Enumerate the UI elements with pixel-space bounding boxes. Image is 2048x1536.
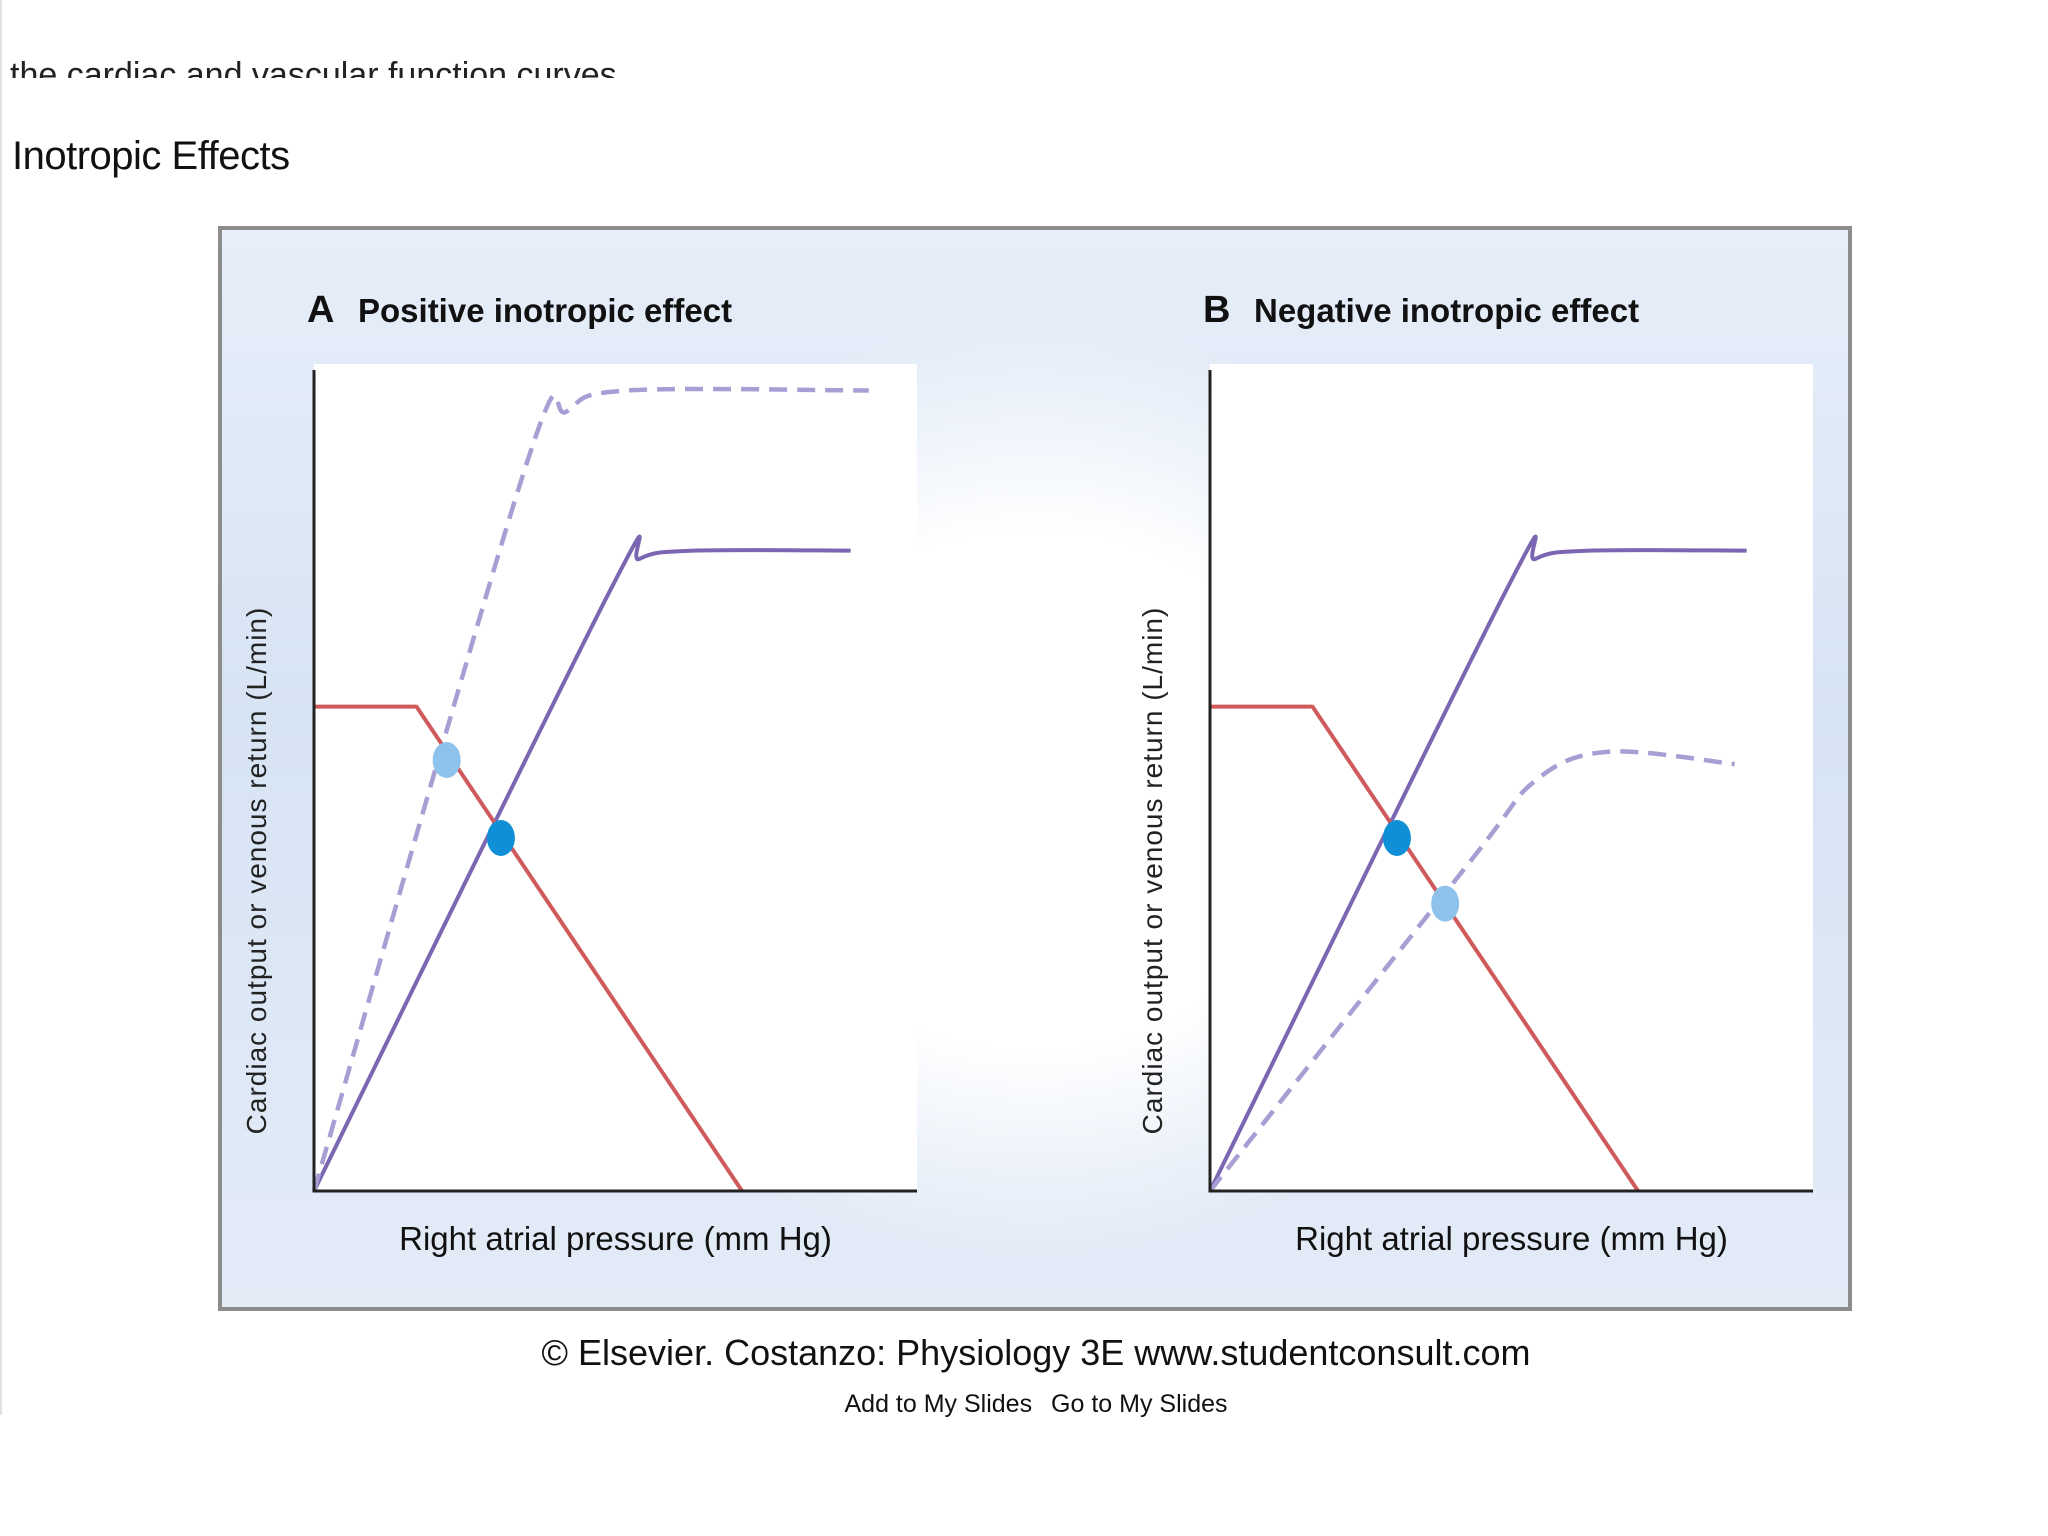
panel-title: Positive inotropic effect (358, 292, 732, 329)
panel-b: B Negative inotropic effect Right atrial p… (1137, 289, 1813, 1257)
plot-area (1210, 364, 1813, 1191)
panel-letter: B (1203, 289, 1230, 331)
go-to-my-slides-link[interactable]: Go to My Slides (1051, 1390, 1228, 1418)
new-equilibrium-point (432, 741, 461, 778)
control-equilibrium-point (1382, 819, 1411, 856)
y-axis-label: Cardiac output or venous return (L/min) (1137, 607, 1168, 1135)
dashed-cardiac-function-curve (1208, 749, 1735, 1193)
cardiac-function-curve (1208, 534, 1747, 1192)
panel-title: Negative inotropic effect (1254, 292, 1639, 329)
new-equilibrium-point (1431, 885, 1460, 922)
truncated-text-line: the cardiac and vascular function curves… (10, 56, 627, 78)
vascular-function-curve (314, 704, 744, 1193)
inotropic-figure: A Positive inotropic effect Right atrial p… (218, 226, 1852, 1311)
panel-letter: A (307, 289, 334, 331)
figure-canvas: A Positive inotropic effect Right atrial p… (241, 289, 1813, 1257)
plot-area (314, 364, 917, 1191)
x-axis-label: Right atrial pressure (mm Hg) (1295, 1220, 1728, 1257)
x-axis-label: Right atrial pressure (mm Hg) (399, 1220, 832, 1257)
copyright-credit: © Elsevier. Costanzo: Physiology 3E www.… (541, 1332, 1531, 1373)
section-title: Inotropic Effects (12, 134, 290, 178)
panel-a: A Positive inotropic effect Right atrial p… (241, 289, 917, 1257)
y-axis-label: Cardiac output or venous return (L/min) (241, 607, 272, 1135)
add-to-my-slides-link[interactable]: Add to My Slides (844, 1390, 1033, 1418)
cardiac-function-curve (312, 534, 851, 1192)
slide-links: Add to My Slides Go to My Slides (0, 1390, 2048, 1419)
vascular-function-curve (1210, 704, 1640, 1193)
left-border (0, 0, 2, 1415)
control-equilibrium-point (486, 819, 515, 856)
